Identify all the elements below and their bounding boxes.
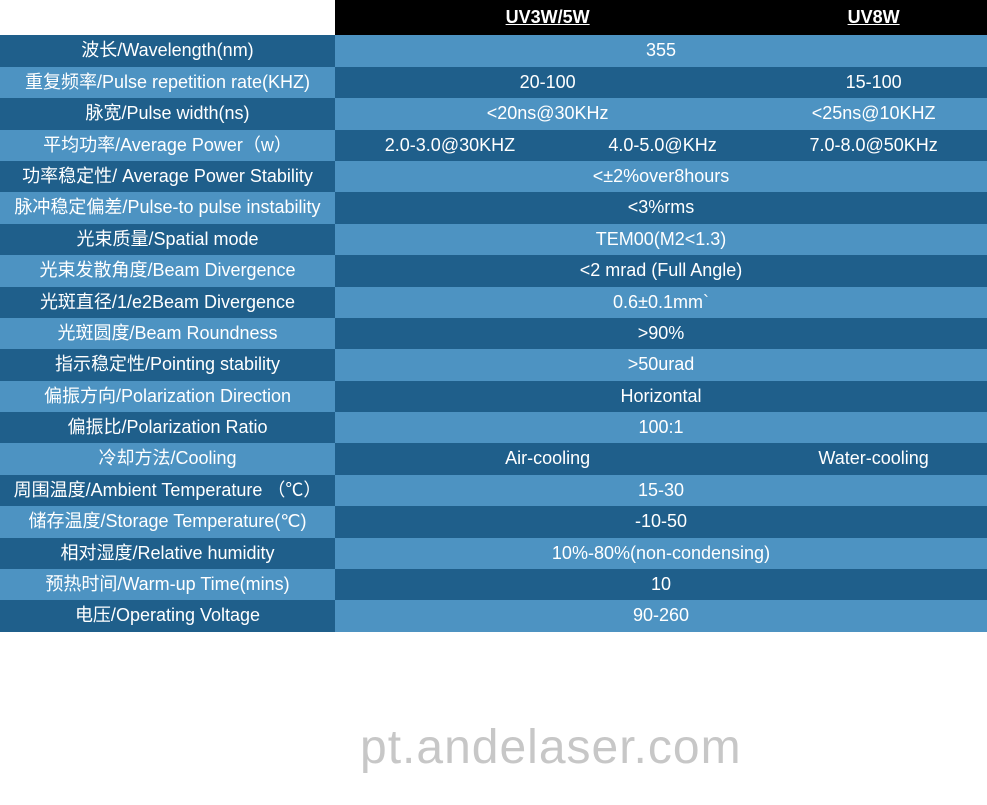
table-row: 偏振比/Polarization Ratio100:1 xyxy=(0,412,987,443)
row-label: 电压/Operating Voltage xyxy=(0,600,335,631)
header-col1: UV3W/5W xyxy=(335,0,760,35)
table-row: 相对湿度/Relative humidity10%-80%(non-conden… xyxy=(0,538,987,569)
row-label: 周围温度/Ambient Temperature （℃） xyxy=(0,475,335,506)
row-value: 15-30 xyxy=(335,475,987,506)
table-row: 冷却方法/CoolingAir-coolingWater-cooling xyxy=(0,443,987,474)
row-value: >90% xyxy=(335,318,987,349)
table-row: 储存温度/Storage Temperature(℃)-10-50 xyxy=(0,506,987,537)
row-value-2: 4.0-5.0@KHz xyxy=(565,130,760,161)
header-empty xyxy=(0,0,335,35)
table-row: 指示稳定性/Pointing stability>50urad xyxy=(0,349,987,380)
header-row: UV3W/5W UV8W xyxy=(0,0,987,35)
row-value: <±2%over8hours xyxy=(335,161,987,192)
table-row: 脉冲稳定偏差/Pulse-to pulse instability<3%rms xyxy=(0,192,987,223)
table-row: 重复频率/Pulse repetition rate(KHZ)20-10015-… xyxy=(0,67,987,98)
table-row: 光斑直径/1/e2Beam Divergence0.6±0.1mm` xyxy=(0,287,987,318)
row-value-2: Water-cooling xyxy=(760,443,987,474)
table-body: 波长/Wavelength(nm)355重复频率/Pulse repetitio… xyxy=(0,35,987,631)
row-label: 偏振方向/Polarization Direction xyxy=(0,381,335,412)
row-value: TEM00(M2<1.3) xyxy=(335,224,987,255)
row-label: 脉冲稳定偏差/Pulse-to pulse instability xyxy=(0,192,335,223)
row-label: 储存温度/Storage Temperature(℃) xyxy=(0,506,335,537)
row-value-1: 2.0-3.0@30KHZ xyxy=(335,130,565,161)
row-label: 光束发散角度/Beam Divergence xyxy=(0,255,335,286)
row-value: Horizontal xyxy=(335,381,987,412)
row-value: <2 mrad (Full Angle) xyxy=(335,255,987,286)
row-value: 90-260 xyxy=(335,600,987,631)
row-value: -10-50 xyxy=(335,506,987,537)
row-label: 功率稳定性/ Average Power Stability xyxy=(0,161,335,192)
row-value: <3%rms xyxy=(335,192,987,223)
row-value-1: <20ns@30KHz xyxy=(335,98,760,129)
table-row: 光束发散角度/Beam Divergence<2 mrad (Full Angl… xyxy=(0,255,987,286)
watermark-text: pt.andelaser.com xyxy=(360,720,742,775)
row-label: 指示稳定性/Pointing stability xyxy=(0,349,335,380)
row-value: 10%-80%(non-condensing) xyxy=(335,538,987,569)
table-row: 周围温度/Ambient Temperature （℃）15-30 xyxy=(0,475,987,506)
row-label: 波长/Wavelength(nm) xyxy=(0,35,335,66)
row-value-3: 7.0-8.0@50KHz xyxy=(760,130,987,161)
row-value-1: 20-100 xyxy=(335,67,760,98)
row-label: 重复频率/Pulse repetition rate(KHZ) xyxy=(0,67,335,98)
row-value: 100:1 xyxy=(335,412,987,443)
spec-table: UV3W/5W UV8W 波长/Wavelength(nm)355重复频率/Pu… xyxy=(0,0,987,632)
header-col2: UV8W xyxy=(760,0,987,35)
table-row: 功率稳定性/ Average Power Stability<±2%over8h… xyxy=(0,161,987,192)
row-label: 光束质量/Spatial mode xyxy=(0,224,335,255)
row-value-2: <25ns@10KHZ xyxy=(760,98,987,129)
table-row: 光斑圆度/Beam Roundness>90% xyxy=(0,318,987,349)
row-label: 平均功率/Average Power（w） xyxy=(0,130,335,161)
table-row: 平均功率/Average Power（w）2.0-3.0@30KHZ4.0-5.… xyxy=(0,130,987,161)
row-value: 0.6±0.1mm` xyxy=(335,287,987,318)
row-value: >50urad xyxy=(335,349,987,380)
row-label: 光斑直径/1/e2Beam Divergence xyxy=(0,287,335,318)
row-value-2: 15-100 xyxy=(760,67,987,98)
row-label: 光斑圆度/Beam Roundness xyxy=(0,318,335,349)
row-value-1: Air-cooling xyxy=(335,443,760,474)
row-label: 冷却方法/Cooling xyxy=(0,443,335,474)
table-row: 脉宽/Pulse width(ns)<20ns@30KHz<25ns@10KHZ xyxy=(0,98,987,129)
row-label: 相对湿度/Relative humidity xyxy=(0,538,335,569)
table-row: 电压/Operating Voltage90-260 xyxy=(0,600,987,631)
table-row: 波长/Wavelength(nm)355 xyxy=(0,35,987,66)
table-row: 偏振方向/Polarization DirectionHorizontal xyxy=(0,381,987,412)
row-label: 脉宽/Pulse width(ns) xyxy=(0,98,335,129)
row-value: 355 xyxy=(335,35,987,66)
table-row: 光束质量/Spatial modeTEM00(M2<1.3) xyxy=(0,224,987,255)
row-label: 偏振比/Polarization Ratio xyxy=(0,412,335,443)
row-label: 预热时间/Warm-up Time(mins) xyxy=(0,569,335,600)
row-value: 10 xyxy=(335,569,987,600)
table-row: 预热时间/Warm-up Time(mins)10 xyxy=(0,569,987,600)
